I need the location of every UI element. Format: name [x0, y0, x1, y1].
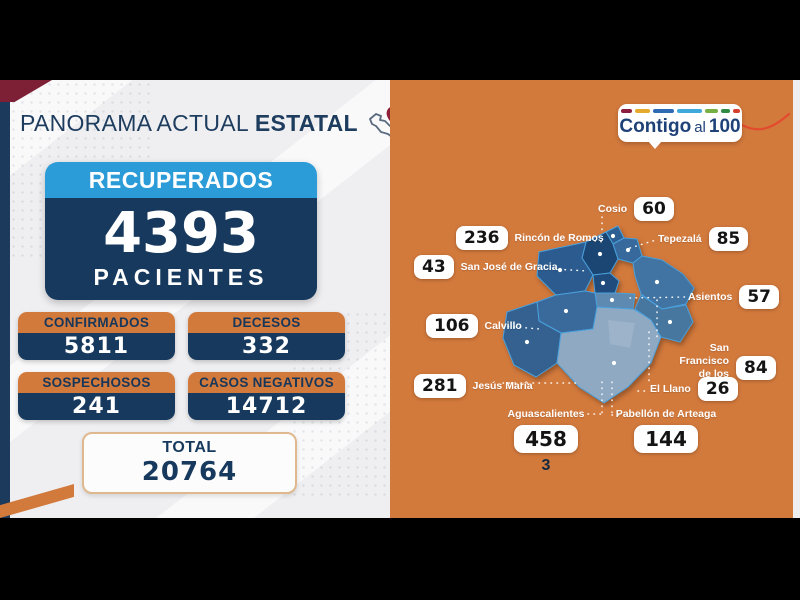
muni-value-pill: 43: [414, 255, 454, 279]
muni-value-overflow: 3: [541, 457, 551, 474]
stats-grid: CONFIRMADOS 5811 DECESOS 332 SOSPECHOSOS…: [18, 312, 345, 420]
content-band: PANORAMA ACTUAL ESTATAL RECUPERADOS 4393…: [0, 80, 800, 518]
callout-calvillo: 106 Calvillo: [426, 314, 522, 338]
recovered-value: 4393: [103, 201, 259, 267]
muni-label: Aguascalientes: [507, 408, 585, 420]
stat-label: CONFIRMADOS: [18, 312, 175, 333]
contigo-al-100-logo: Contigo al 100: [618, 104, 742, 149]
map-region-san-francisco: [594, 292, 636, 310]
callout-jesus-maria: 281 Jesús María: [414, 374, 533, 398]
map-region-san-jose-de-gracia: [536, 241, 594, 296]
stat-label: SOSPECHOSOS: [18, 372, 175, 393]
callout-el-llano: El Llano 26: [650, 377, 738, 401]
stat-confirmados: CONFIRMADOS 5811: [18, 312, 175, 360]
muni-label: Rincón de Romos: [514, 232, 604, 244]
red-swoosh-decoration: [738, 112, 791, 131]
callout-cosio: Cosio 60: [598, 197, 674, 221]
muni-value-pill: 85: [708, 227, 749, 251]
muni-value-pill: 236: [456, 226, 508, 250]
muni-value-pill: 144: [634, 425, 698, 453]
left-accent-bar: [0, 80, 10, 518]
maroon-corner-decoration: [0, 80, 52, 102]
page-title: PANORAMA ACTUAL ESTATAL: [20, 104, 410, 142]
map-region-inner-patch: [608, 320, 635, 348]
muni-value-pill: 26: [697, 377, 738, 401]
page-title-text: PANORAMA ACTUAL ESTATAL: [20, 110, 358, 137]
callout-asientos: Asientos 57: [688, 285, 780, 309]
stat-value: 241: [18, 393, 175, 420]
muni-label: Calvillo: [484, 320, 522, 332]
logo-word-100: 100: [708, 116, 741, 137]
stat-label: CASOS NEGATIVOS: [188, 372, 345, 393]
total-value: 20764: [141, 457, 238, 487]
logo-word-al: al: [694, 119, 706, 136]
stat-decesos: DECESOS 332: [188, 312, 345, 360]
callout-aguascalientes: Aguascalientes 458 3: [507, 408, 585, 474]
stat-value: 332: [188, 333, 345, 360]
muni-label: Tepezalá: [658, 233, 702, 245]
recovered-unit: PACIENTES: [93, 263, 269, 290]
title-bold: ESTATAL: [254, 109, 358, 136]
orange-corner-decoration: [0, 484, 74, 518]
callout-rincon-de-romos: 236 Rincón de Romos: [456, 226, 604, 250]
muni-label: El Llano: [650, 383, 691, 395]
logo-color-dashes: [618, 109, 742, 113]
stat-sospechosos: SOSPECHOSOS 241: [18, 372, 175, 420]
aguascalientes-municipal-map: [501, 112, 791, 416]
municipality-dots: [524, 233, 673, 366]
muni-value-pill: 84: [736, 356, 776, 381]
muni-value-pill: 281: [414, 374, 466, 398]
muni-label: Cosio: [598, 203, 628, 215]
map-region-asientos: [632, 255, 695, 310]
logo-text: Contigo al 100: [618, 116, 742, 138]
muni-label: Pabellón de Arteaga: [615, 408, 717, 420]
recovered-card: RECUPERADOS 4393 PACIENTES: [45, 162, 317, 300]
stat-casos-negativos: CASOS NEGATIVOS 14712: [188, 372, 345, 420]
muni-value-pill: 57: [739, 285, 780, 309]
title-regular: PANORAMA ACTUAL: [20, 109, 249, 136]
callout-tepezala: Tepezalá 85: [658, 227, 749, 251]
logo-word-contigo: Contigo: [619, 116, 692, 137]
total-box: TOTAL 20764: [82, 432, 297, 494]
map-panel: Contigo al 100 Cosio 60 236 Rincón de Ro…: [390, 80, 793, 518]
callout-san-jose-de-gracia: 43 San José de Gracia: [414, 255, 558, 279]
stat-value: 14712: [188, 393, 345, 420]
muni-label: San José de Gracia: [460, 261, 558, 273]
callout-pabellon-de-arteaga: Pabellón de Arteaga 144: [616, 408, 716, 453]
muni-value-pill: 106: [426, 314, 478, 338]
muni-label: Asientos: [688, 291, 733, 303]
stat-label: DECESOS: [188, 312, 345, 333]
muni-value-pill: 458: [514, 425, 578, 453]
map-region-el-llano: [634, 294, 694, 343]
leader-lines: [501, 210, 687, 416]
total-label: TOTAL: [162, 439, 217, 456]
recovered-header: RECUPERADOS: [45, 162, 317, 198]
muni-value-pill: 60: [634, 197, 674, 221]
recovered-body: 4393 PACIENTES: [45, 198, 317, 300]
stat-value: 5811: [18, 333, 175, 360]
map-region-pabellon: [592, 272, 620, 294]
muni-label: Jesús María: [472, 380, 533, 392]
